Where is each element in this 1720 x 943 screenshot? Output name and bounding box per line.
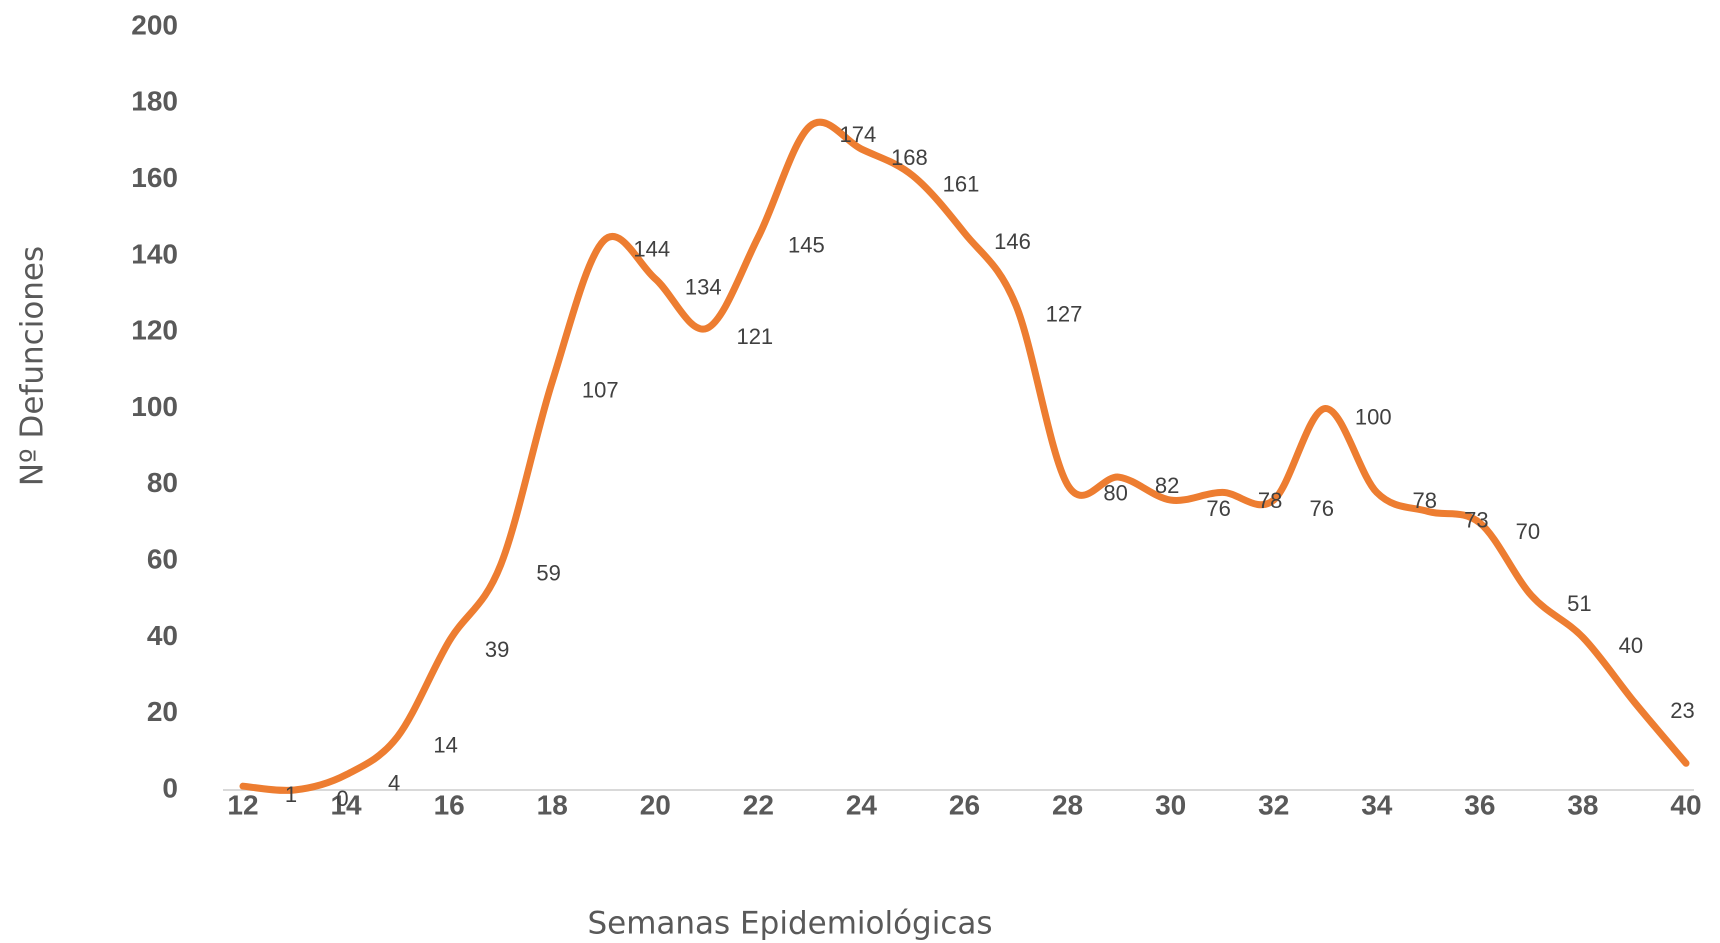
- x-tick-label: 16: [434, 789, 465, 820]
- data-label: 78: [1258, 488, 1282, 513]
- y-tick-label: 100: [131, 391, 178, 422]
- data-label: 161: [943, 172, 980, 197]
- data-label: 40: [1619, 633, 1643, 658]
- y-tick-label: 40: [147, 620, 178, 651]
- x-tick-label: 24: [846, 789, 878, 820]
- x-tick-label: 18: [537, 789, 568, 820]
- data-label: 146: [994, 229, 1031, 254]
- data-label: 144: [633, 236, 670, 261]
- x-axis-title: Semanas Epidemiológicas: [587, 906, 992, 942]
- data-label: 100: [1355, 404, 1392, 429]
- data-label: 73: [1464, 507, 1488, 532]
- y-tick-label: 160: [131, 162, 178, 193]
- x-tick-label: 20: [640, 789, 671, 820]
- data-label: 82: [1155, 473, 1179, 498]
- data-label: 4: [388, 771, 400, 796]
- data-label: 23: [1670, 698, 1694, 723]
- data-label: 168: [891, 145, 928, 170]
- x-tick-label: 34: [1361, 789, 1393, 820]
- y-tick-label: 0: [162, 772, 178, 803]
- x-tick-label: 12: [227, 789, 258, 820]
- x-tick-label: 38: [1567, 789, 1598, 820]
- data-label: 107: [582, 378, 619, 403]
- y-tick-label: 120: [131, 315, 178, 346]
- data-label: 39: [485, 637, 509, 662]
- y-tick-label: 200: [131, 9, 178, 40]
- y-tick-label: 80: [147, 467, 178, 498]
- y-tick-label: 180: [131, 86, 178, 117]
- data-label: 174: [840, 122, 877, 147]
- line: [239, 118, 1690, 794]
- data-label: 78: [1413, 488, 1437, 513]
- data-label: 1: [285, 782, 297, 807]
- data-label: 59: [536, 561, 560, 586]
- data-label: 76: [1309, 496, 1333, 521]
- x-tick-label: 14: [330, 789, 362, 820]
- data-label: 0: [336, 786, 348, 811]
- x-tick-label: 36: [1464, 789, 1495, 820]
- data-label: 51: [1567, 591, 1591, 616]
- y-tick-label: 60: [147, 543, 178, 574]
- x-tick-label: 30: [1155, 789, 1186, 820]
- x-tick-label: 28: [1052, 789, 1083, 820]
- x-tick-label: 32: [1258, 789, 1289, 820]
- data-label: 14: [433, 732, 457, 757]
- x-tick-label: 40: [1670, 789, 1701, 820]
- data-label: 76: [1206, 496, 1230, 521]
- y-axis-title: Nº Defunciones: [15, 246, 51, 486]
- y-tick-label: 20: [147, 696, 178, 727]
- data-label: 70: [1516, 519, 1540, 544]
- data-label: 134: [685, 275, 722, 300]
- data-label: 127: [1046, 301, 1083, 326]
- data-label: 145: [788, 233, 825, 258]
- data-label: 80: [1103, 481, 1127, 506]
- x-tick-label: 26: [949, 789, 980, 820]
- data-label: 121: [736, 324, 773, 349]
- y-tick-label: 140: [131, 238, 178, 269]
- x-tick-label: 22: [743, 789, 774, 820]
